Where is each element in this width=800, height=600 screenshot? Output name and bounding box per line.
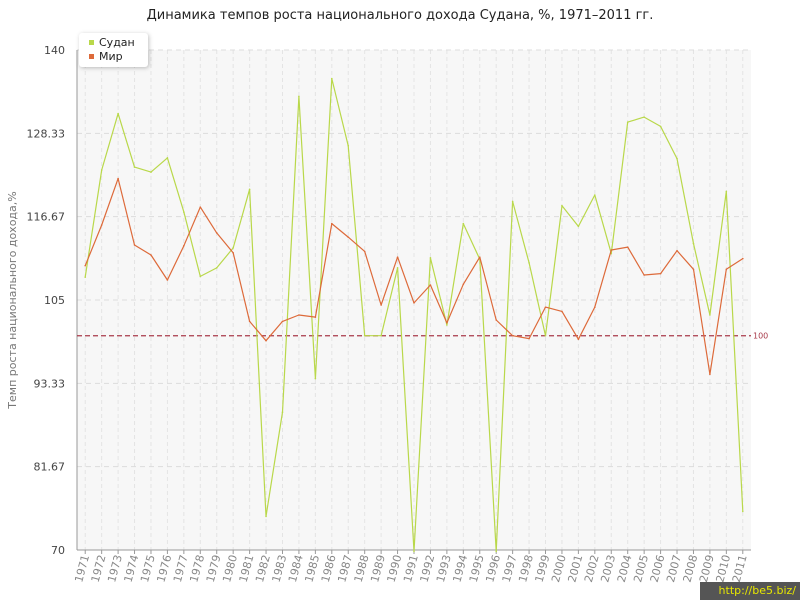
data-point	[248, 320, 251, 323]
data-point	[133, 166, 136, 168]
data-point	[150, 254, 152, 256]
data-point	[265, 339, 267, 342]
y-tick-label: 81.67	[34, 461, 66, 474]
data-point	[314, 316, 317, 318]
data-point	[561, 204, 563, 207]
data-point	[347, 144, 350, 147]
legend-swatch-sudan	[89, 39, 94, 45]
data-point	[594, 306, 596, 308]
y-axis-label: Темп роста национального дохода,%	[6, 191, 19, 409]
data-point	[659, 125, 662, 128]
data-point	[643, 116, 645, 118]
data-point	[676, 249, 678, 252]
data-point	[709, 314, 711, 316]
data-point	[248, 188, 251, 191]
y-tick-label: 140	[44, 44, 65, 57]
data-point	[298, 95, 300, 98]
data-point	[692, 268, 695, 271]
data-point	[281, 411, 284, 413]
data-point	[199, 275, 202, 278]
data-point	[676, 157, 678, 160]
data-point	[363, 250, 366, 253]
data-point	[413, 550, 415, 553]
legend-item-world[interactable]: Мир	[89, 50, 123, 64]
legend-item-sudan[interactable]: Судан	[89, 36, 135, 50]
data-point	[380, 304, 382, 306]
data-point	[429, 284, 432, 286]
data-point	[741, 510, 744, 513]
data-point	[117, 177, 119, 180]
data-point	[725, 190, 728, 193]
data-point	[446, 324, 448, 326]
data-point	[215, 267, 218, 269]
data-point	[133, 244, 136, 246]
data-point	[429, 257, 432, 259]
data-point	[692, 242, 695, 245]
data-point	[577, 338, 580, 341]
data-point	[544, 306, 547, 308]
data-point	[413, 302, 415, 304]
data-point	[183, 244, 185, 247]
data-point	[462, 283, 465, 286]
data-point	[610, 249, 613, 251]
reference-line-label: 100	[753, 332, 768, 341]
data-point	[150, 171, 152, 173]
data-point	[643, 274, 645, 276]
data-point	[495, 550, 497, 553]
data-point	[446, 322, 448, 324]
data-point	[462, 222, 465, 225]
data-point	[100, 169, 103, 171]
data-point	[594, 194, 596, 196]
data-point	[232, 247, 234, 249]
y-tick-label: 93.33	[34, 377, 66, 390]
y-tick-label: 116.67	[27, 211, 66, 224]
data-point	[626, 246, 629, 248]
data-point	[396, 256, 399, 258]
data-point	[626, 121, 629, 123]
data-point	[725, 268, 728, 271]
data-point	[166, 157, 169, 159]
data-point	[215, 232, 218, 234]
data-point	[100, 224, 103, 226]
data-point	[298, 314, 300, 316]
data-point	[281, 320, 284, 323]
data-point	[528, 262, 530, 264]
chart-title: Динамика темпов роста национального дохо…	[146, 8, 654, 23]
data-point	[331, 77, 333, 80]
data-point	[117, 112, 119, 115]
data-point	[314, 377, 317, 380]
data-point	[511, 334, 514, 337]
data-point	[511, 200, 514, 203]
data-point	[347, 236, 350, 238]
data-point	[380, 334, 382, 337]
legend: Судан Мир	[79, 33, 148, 67]
data-point	[84, 276, 87, 278]
y-tick-label: 70	[51, 544, 65, 557]
data-point	[166, 279, 169, 281]
y-tick-label: 128.33	[27, 127, 66, 140]
data-point	[331, 222, 333, 225]
legend-label-world: Мир	[99, 50, 123, 63]
data-point	[577, 225, 580, 228]
data-point	[495, 319, 497, 321]
data-point	[84, 264, 87, 267]
data-point	[363, 334, 366, 337]
data-point	[544, 334, 547, 337]
legend-label-sudan: Судан	[99, 36, 135, 49]
data-point	[265, 515, 267, 518]
data-point	[741, 257, 744, 260]
data-point	[528, 337, 530, 340]
data-point	[232, 252, 234, 254]
legend-swatch-world	[89, 53, 94, 59]
data-point	[478, 256, 481, 258]
data-point	[709, 373, 711, 376]
data-point	[183, 211, 185, 213]
data-point	[659, 272, 662, 275]
y-tick-label: 105	[44, 294, 65, 307]
data-point	[396, 267, 399, 269]
data-point	[199, 206, 202, 208]
watermark[interactable]: http://be5.biz/	[700, 582, 800, 600]
data-point	[561, 310, 563, 313]
